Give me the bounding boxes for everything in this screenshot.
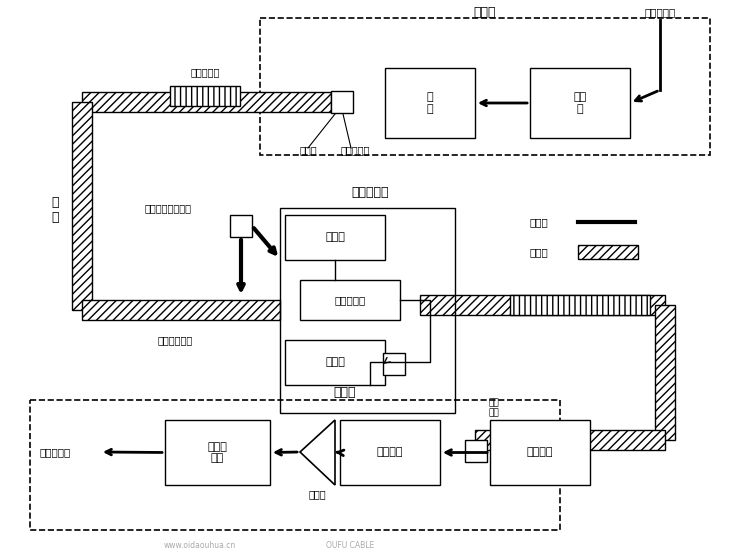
Bar (30, 400, 560, 530)
Text: 信号判
决器: 信号判 决器 (208, 442, 227, 463)
Bar (340, 420, 440, 485)
Bar (420, 295, 665, 315)
Text: 电信号: 电信号 (530, 217, 549, 227)
Text: 电信号输入: 电信号输入 (644, 7, 675, 17)
Bar (230, 215, 252, 237)
Text: OUFU CABLE: OUFU CABLE (326, 540, 374, 550)
Bar (285, 215, 385, 260)
Bar (82, 92, 331, 112)
Bar (385, 68, 475, 138)
Bar (82, 300, 280, 320)
Bar (383, 353, 405, 375)
Bar (510, 295, 650, 315)
Text: 光纤复合器代束器: 光纤复合器代束器 (145, 203, 192, 213)
Text: 光放大器: 光放大器 (527, 447, 553, 457)
Bar (280, 208, 455, 413)
Bar (165, 420, 270, 485)
Text: 电信号输出: 电信号输出 (39, 447, 71, 457)
Bar (475, 430, 665, 450)
Bar (331, 91, 353, 113)
Text: 光纤耦合器: 光纤耦合器 (341, 145, 370, 155)
Bar (72, 102, 92, 310)
Text: 电端
机: 电端 机 (573, 92, 586, 114)
Text: 接收端: 接收端 (334, 387, 356, 399)
Bar (285, 340, 385, 385)
Bar (170, 86, 240, 106)
Text: www.oidaouhua.cn: www.oidaouhua.cn (164, 540, 236, 550)
Bar (530, 68, 630, 138)
Text: 光解调器: 光解调器 (376, 447, 404, 457)
Text: 光发送: 光发送 (325, 357, 345, 368)
Text: 再生中继器: 再生中继器 (352, 185, 389, 199)
Text: 放大器: 放大器 (308, 489, 326, 499)
Text: 放大器: 放大器 (299, 145, 317, 155)
Text: 光信号: 光信号 (530, 247, 549, 257)
Text: 管理功能备份: 管理功能备份 (157, 335, 193, 345)
Bar (300, 280, 400, 320)
Bar (260, 18, 710, 155)
Text: 光
纤: 光 纤 (51, 196, 58, 224)
Bar (490, 420, 590, 485)
Text: 光纤
接续: 光纤 接续 (488, 398, 499, 418)
Bar (578, 245, 638, 259)
Text: 光
发: 光 发 (427, 92, 433, 114)
Text: 光检测: 光检测 (325, 232, 345, 243)
Bar (655, 305, 675, 440)
Text: 光纤放大盒: 光纤放大盒 (190, 67, 220, 77)
Bar (465, 440, 487, 462)
Polygon shape (300, 420, 335, 485)
Text: 电再生整形: 电再生整形 (334, 295, 366, 305)
Text: 发送端: 发送端 (474, 6, 496, 18)
